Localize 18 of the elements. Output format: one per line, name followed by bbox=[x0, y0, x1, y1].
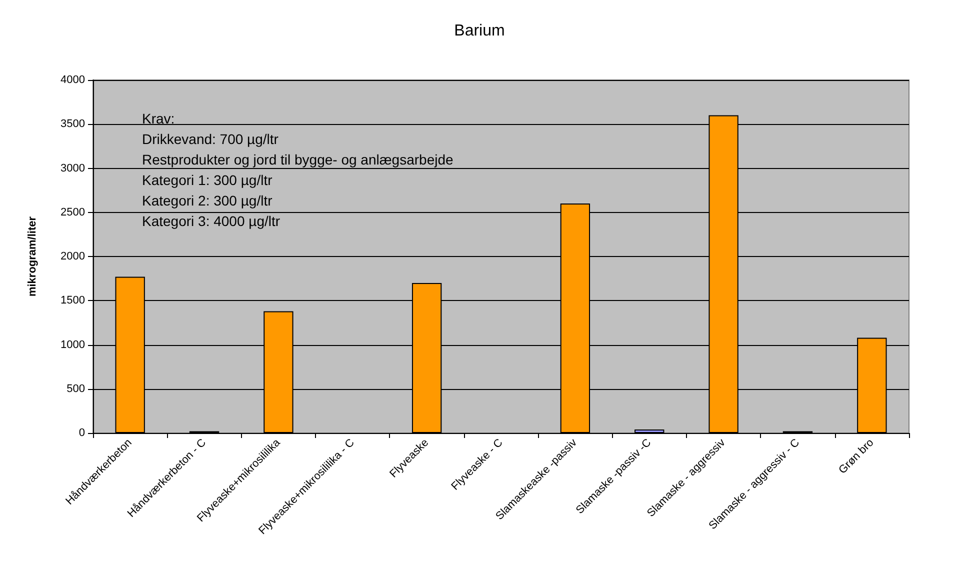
y-tick-label: 3000 bbox=[60, 162, 85, 174]
y-tick-label: 3500 bbox=[60, 118, 85, 130]
annotation: Kategori 3: 4000 µg/ltr bbox=[142, 212, 280, 229]
y-tick-label: 1500 bbox=[60, 294, 85, 307]
y-tick-label: 4000 bbox=[60, 74, 85, 86]
bar bbox=[634, 429, 664, 433]
y-tick-label: 2000 bbox=[60, 250, 85, 262]
annotation: Kategori 2: 300 µg/ltr bbox=[142, 192, 273, 208]
annotation: Kategori 1: 300 µg/ltr bbox=[142, 172, 273, 188]
y-axis-title: mikrogram/liter bbox=[26, 216, 38, 297]
annotation: Restprodukter og jord til bygge- og anlægsarbejde bbox=[142, 151, 454, 168]
y-tick-label: 1000 bbox=[60, 338, 85, 351]
annotation: Krav: bbox=[142, 110, 175, 126]
y-tick-label: 0 bbox=[78, 427, 85, 439]
y-tick-label: 2500 bbox=[60, 206, 85, 218]
chart-title: Barium bbox=[454, 22, 505, 40]
y-tick-label: 500 bbox=[66, 382, 85, 395]
annotation: Drikkevand: 700 µg/ltr bbox=[142, 130, 279, 147]
